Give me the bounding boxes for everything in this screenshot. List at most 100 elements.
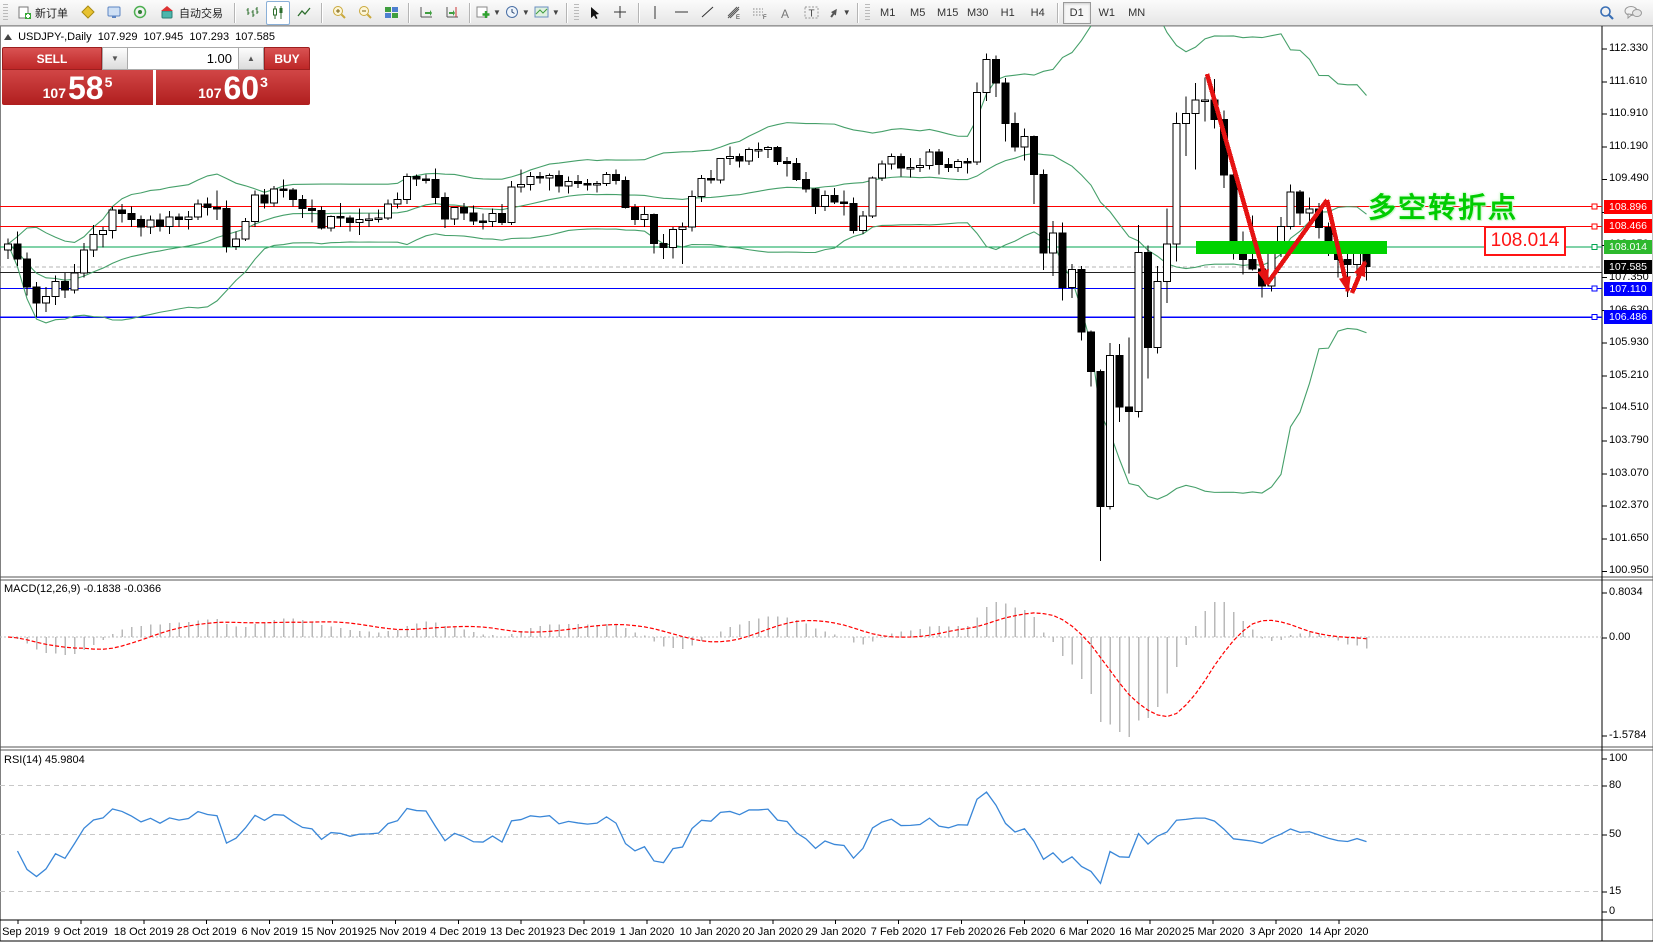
auto-scroll-icon bbox=[420, 7, 432, 18]
tab-timeframe-m1[interactable]: M1 bbox=[880, 6, 896, 19]
buy-price-point: 3 bbox=[260, 74, 268, 90]
tab-timeframe-m30[interactable]: M30 bbox=[966, 6, 989, 19]
templates-button[interactable]: ▼ bbox=[533, 1, 561, 25]
volume-input[interactable]: 1.00 bbox=[128, 47, 238, 70]
date-axis-label: 17 Feb 2020 bbox=[930, 926, 993, 938]
svg-text:T: T bbox=[808, 9, 814, 20]
toolbar-grip[interactable] bbox=[573, 3, 579, 22]
toolbar-grip[interactable] bbox=[864, 3, 870, 22]
tab-timeframe-d1[interactable]: D1 bbox=[1062, 1, 1091, 24]
search-button[interactable] bbox=[1595, 1, 1619, 25]
crosshair-button[interactable] bbox=[609, 1, 633, 25]
bar-chart-icon bbox=[246, 7, 258, 17]
date-axis-label: 16 Mar 2020 bbox=[1119, 926, 1182, 938]
horizontal-line-icon bbox=[675, 11, 689, 13]
toolbar-separator bbox=[321, 2, 322, 23]
buy-button[interactable]: BUY bbox=[264, 47, 310, 70]
volume-increase-button[interactable]: ▲ bbox=[238, 47, 264, 70]
zoom-out-button[interactable] bbox=[353, 1, 377, 25]
turning-point-annotation[interactable]: 多空转折点 bbox=[1368, 192, 1519, 223]
price-badge: 108.466 bbox=[1604, 219, 1652, 234]
terminal-button[interactable] bbox=[102, 1, 126, 25]
text-icon: A bbox=[781, 7, 789, 20]
svg-text:F: F bbox=[763, 15, 767, 20]
trendline-button[interactable] bbox=[696, 1, 720, 25]
templates-icon bbox=[534, 6, 549, 18]
date-axis-label: 1 Jan 2020 bbox=[619, 926, 675, 938]
tile-windows-button[interactable] bbox=[379, 1, 403, 25]
chart-shift-button[interactable] bbox=[440, 1, 464, 25]
price-badge: 108.896 bbox=[1604, 199, 1652, 214]
macd-axis-tick: 0.8034 bbox=[1609, 586, 1643, 598]
tab-timeframe-h1[interactable]: H1 bbox=[1000, 6, 1015, 19]
text-button[interactable]: A bbox=[774, 1, 798, 25]
date-axis-label: 14 Apr 2020 bbox=[1309, 926, 1369, 938]
chart-shift-icon bbox=[446, 7, 458, 18]
dropdown-caret-icon: ▼ bbox=[493, 8, 501, 17]
terminal-icon bbox=[107, 6, 120, 18]
tab-timeframe-m15[interactable]: M15 bbox=[936, 6, 959, 19]
tab-timeframe-w1[interactable]: W1 bbox=[1098, 6, 1115, 19]
price-axis-tick: 104.510 bbox=[1609, 400, 1649, 413]
horizontal-line-button[interactable] bbox=[670, 1, 694, 25]
buy-price[interactable]: 107 60 3 bbox=[156, 70, 310, 105]
vertical-line-button[interactable] bbox=[644, 1, 668, 25]
date-axis-label: 25 Nov 2019 bbox=[364, 926, 427, 938]
new-order-icon bbox=[18, 6, 31, 19]
one-click-collapse-icon[interactable] bbox=[4, 34, 12, 41]
new-order-button[interactable]: 新订单 bbox=[12, 1, 74, 25]
toolbar-separator bbox=[565, 2, 567, 23]
dropdown-caret-icon: ▼ bbox=[521, 8, 530, 17]
price-axis-tick: 103.790 bbox=[1609, 433, 1649, 446]
date-axis-label: 28 Oct 2019 bbox=[176, 926, 237, 938]
dropdown-caret-icon: ▼ bbox=[842, 8, 851, 17]
date-axis-label: 29 Jan 2020 bbox=[805, 926, 866, 938]
tile-windows-icon bbox=[384, 7, 398, 18]
crosshair-icon bbox=[614, 6, 627, 18]
rsi-axis-tick: 15 bbox=[1609, 885, 1622, 897]
toolbar-separator bbox=[637, 2, 639, 23]
tab-timeframe-mn[interactable]: MN bbox=[1128, 6, 1146, 19]
arrows-button[interactable]: ▼ bbox=[826, 1, 852, 25]
sell-price[interactable]: 107 58 5 bbox=[2, 70, 153, 105]
rsi-indicator-label: RSI(14) 45.9804 bbox=[4, 754, 85, 766]
price-badge: 108.014 bbox=[1604, 240, 1652, 255]
zoom-in-icon bbox=[332, 6, 346, 19]
date-axis-label: 6 Nov 2019 bbox=[241, 926, 298, 938]
volume-decrease-button[interactable]: ▼ bbox=[102, 47, 128, 70]
chat-button[interactable] bbox=[1621, 1, 1645, 25]
text-label-button[interactable]: T bbox=[800, 1, 824, 25]
auto-scroll-button[interactable] bbox=[414, 1, 438, 25]
date-axis-label: 23 Dec 2019 bbox=[552, 926, 616, 938]
date-axis-label: 15 Nov 2019 bbox=[301, 926, 364, 938]
autotrading-button[interactable]: 自动交易 bbox=[154, 1, 229, 25]
rsi-axis-tick: 50 bbox=[1609, 828, 1622, 840]
price-callout-box[interactable]: 108.014 bbox=[1484, 226, 1566, 256]
high-value: 107.945 bbox=[143, 31, 184, 43]
metaeditor-button[interactable] bbox=[76, 1, 100, 25]
candlestick-chart-button[interactable] bbox=[266, 0, 290, 25]
date-axis-label: 26 Feb 2020 bbox=[993, 926, 1056, 938]
one-click-trading-panel: SELL ▼ 1.00 ▲ BUY 107 58 5 107 60 3 bbox=[2, 47, 310, 105]
buy-price-pips: 60 bbox=[223, 70, 260, 107]
line-chart-button[interactable] bbox=[292, 1, 316, 25]
date-axis-label: 30 Sep 2019 bbox=[0, 926, 50, 938]
tab-timeframe-m5[interactable]: M5 bbox=[910, 6, 926, 19]
bar-chart-button[interactable] bbox=[240, 1, 264, 25]
signals-button[interactable] bbox=[128, 1, 152, 25]
signals-icon bbox=[133, 5, 146, 19]
sell-price-pips: 58 bbox=[67, 70, 104, 107]
fibonacci-button[interactable]: E bbox=[722, 1, 746, 25]
periods-button[interactable]: ▼ bbox=[504, 1, 531, 25]
sell-button[interactable]: SELL bbox=[2, 47, 102, 70]
cursor-button[interactable] bbox=[583, 1, 607, 25]
tab-timeframe-h4[interactable]: H4 bbox=[1030, 6, 1045, 19]
date-axis-label: 6 Mar 2020 bbox=[1059, 926, 1116, 938]
zoom-out-icon bbox=[358, 6, 372, 19]
zoom-in-button[interactable] bbox=[327, 1, 351, 25]
add-indicator-button[interactable]: ▼ bbox=[475, 1, 502, 25]
toolbar-grip[interactable] bbox=[3, 3, 8, 22]
channel-button[interactable]: F bbox=[748, 1, 772, 25]
